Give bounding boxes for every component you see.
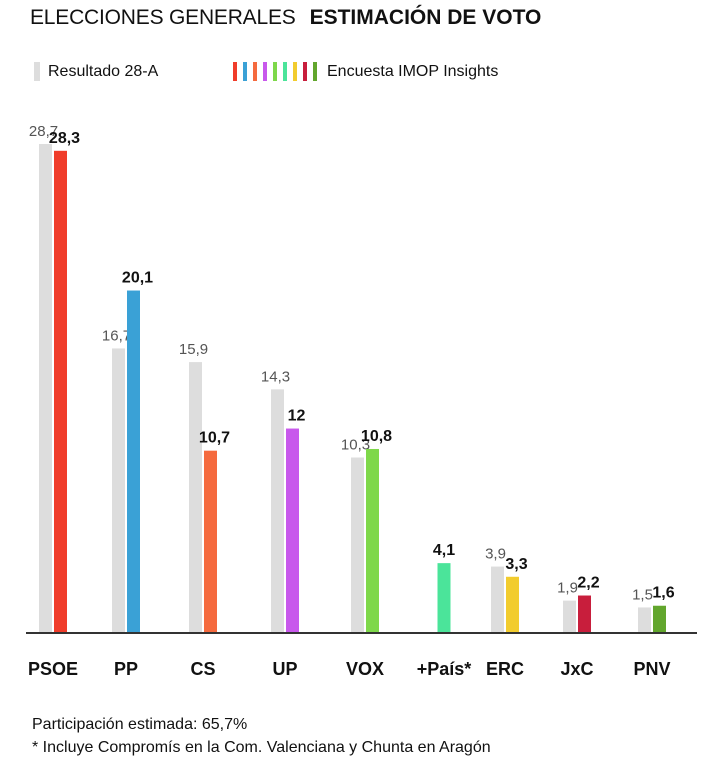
legend-stripe-1 [243,62,247,81]
label-survey-pp: 20,1 [122,270,153,287]
x-tick-vox: VOX [346,659,384,679]
bar-chart: 28,728,3 PSOE 16,7 20,1 PP 15,9 10,7 CS 14,3 12 UP… [26,123,697,679]
legend-stripe-6 [293,62,297,81]
bar-result-jxc [563,600,576,633]
label-result-pp: 16,7 [102,327,131,344]
participation-note: Participación estimada: 65,7% [32,716,248,733]
legend-stripe-3 [263,62,267,81]
bar-result-pnv [638,607,651,633]
label-survey-pas: 4,1 [433,542,455,559]
x-tick-cs: CS [190,659,215,679]
bar-survey-pp [127,290,140,633]
x-tick-up: UP [272,659,297,679]
label-result-up: 14,3 [261,368,290,385]
bar-result-erc [491,566,504,633]
bar-result-psoe [39,144,52,633]
x-tick-pnv: PNV [633,659,670,679]
bar-survey-psoe [54,150,67,633]
x-tick-erc: ERC [486,659,524,679]
bar-result-up [271,389,284,633]
bar-survey-vox [366,448,379,633]
header-title: ELECCIONES GENERALES [30,6,296,29]
label-result-jxc: 1,9 [557,580,578,597]
label-survey-psoe: 28,3 [49,130,80,147]
legend-swatch-result [34,62,40,81]
legend-stripe-2 [253,62,257,81]
x-tick-pp: PP [114,659,138,679]
x-tick-pas: +País* [417,659,472,679]
x-tick-jxc: JxC [560,659,593,679]
bar-result-cs [189,362,202,633]
label-survey-cs: 10,7 [199,430,230,447]
bar-survey-jxc [578,595,591,633]
legend-label-survey: Encuesta IMOP Insights [327,62,499,80]
legend-item-result: Resultado 28-A [34,62,158,81]
label-survey-pnv: 1,6 [652,585,674,602]
bar-survey-pnv [653,605,666,633]
bar-result-vox [351,457,364,633]
bar-survey-up [286,428,299,633]
legend-stripe-5 [283,62,287,81]
label-result-psoe: 28,7 [29,123,58,140]
label-survey-vox: 10,8 [361,428,392,445]
bar-survey-pas [437,563,451,633]
label-survey-jxc: 2,2 [577,575,599,592]
label-survey-up: 12 [288,408,306,425]
label-result-erc: 3,9 [485,546,506,563]
bar-survey-cs [204,450,217,633]
label-result-vox: 10,3 [341,437,370,454]
label-result-cs: 15,9 [179,341,208,358]
chart-legend: Resultado 28-A Encuesta IMOP Insights [0,62,720,82]
legend-stripe-0 [233,62,237,81]
legend-stripe-7 [303,62,307,81]
bar-result-pp [112,348,125,633]
label-survey-erc: 3,3 [505,556,527,573]
x-tick-psoe: PSOE [28,659,78,679]
legend-swatch-survey [233,62,317,81]
legend-item-survey: Encuesta IMOP Insights [233,62,498,81]
footnote: * Incluye Compromís en la Com. Valencian… [32,739,491,756]
legend-label-result: Resultado 28-A [48,62,159,80]
label-result-pnv: 1,5 [632,586,653,603]
bar-survey-erc [506,576,519,633]
chart-header: ELECCIONES GENERALES ESTIMACIÓN DE VOTO [30,6,541,30]
legend-stripe-8 [313,62,317,81]
chart-title: ESTIMACIÓN DE VOTO [309,6,542,29]
legend-stripe-4 [273,62,277,81]
